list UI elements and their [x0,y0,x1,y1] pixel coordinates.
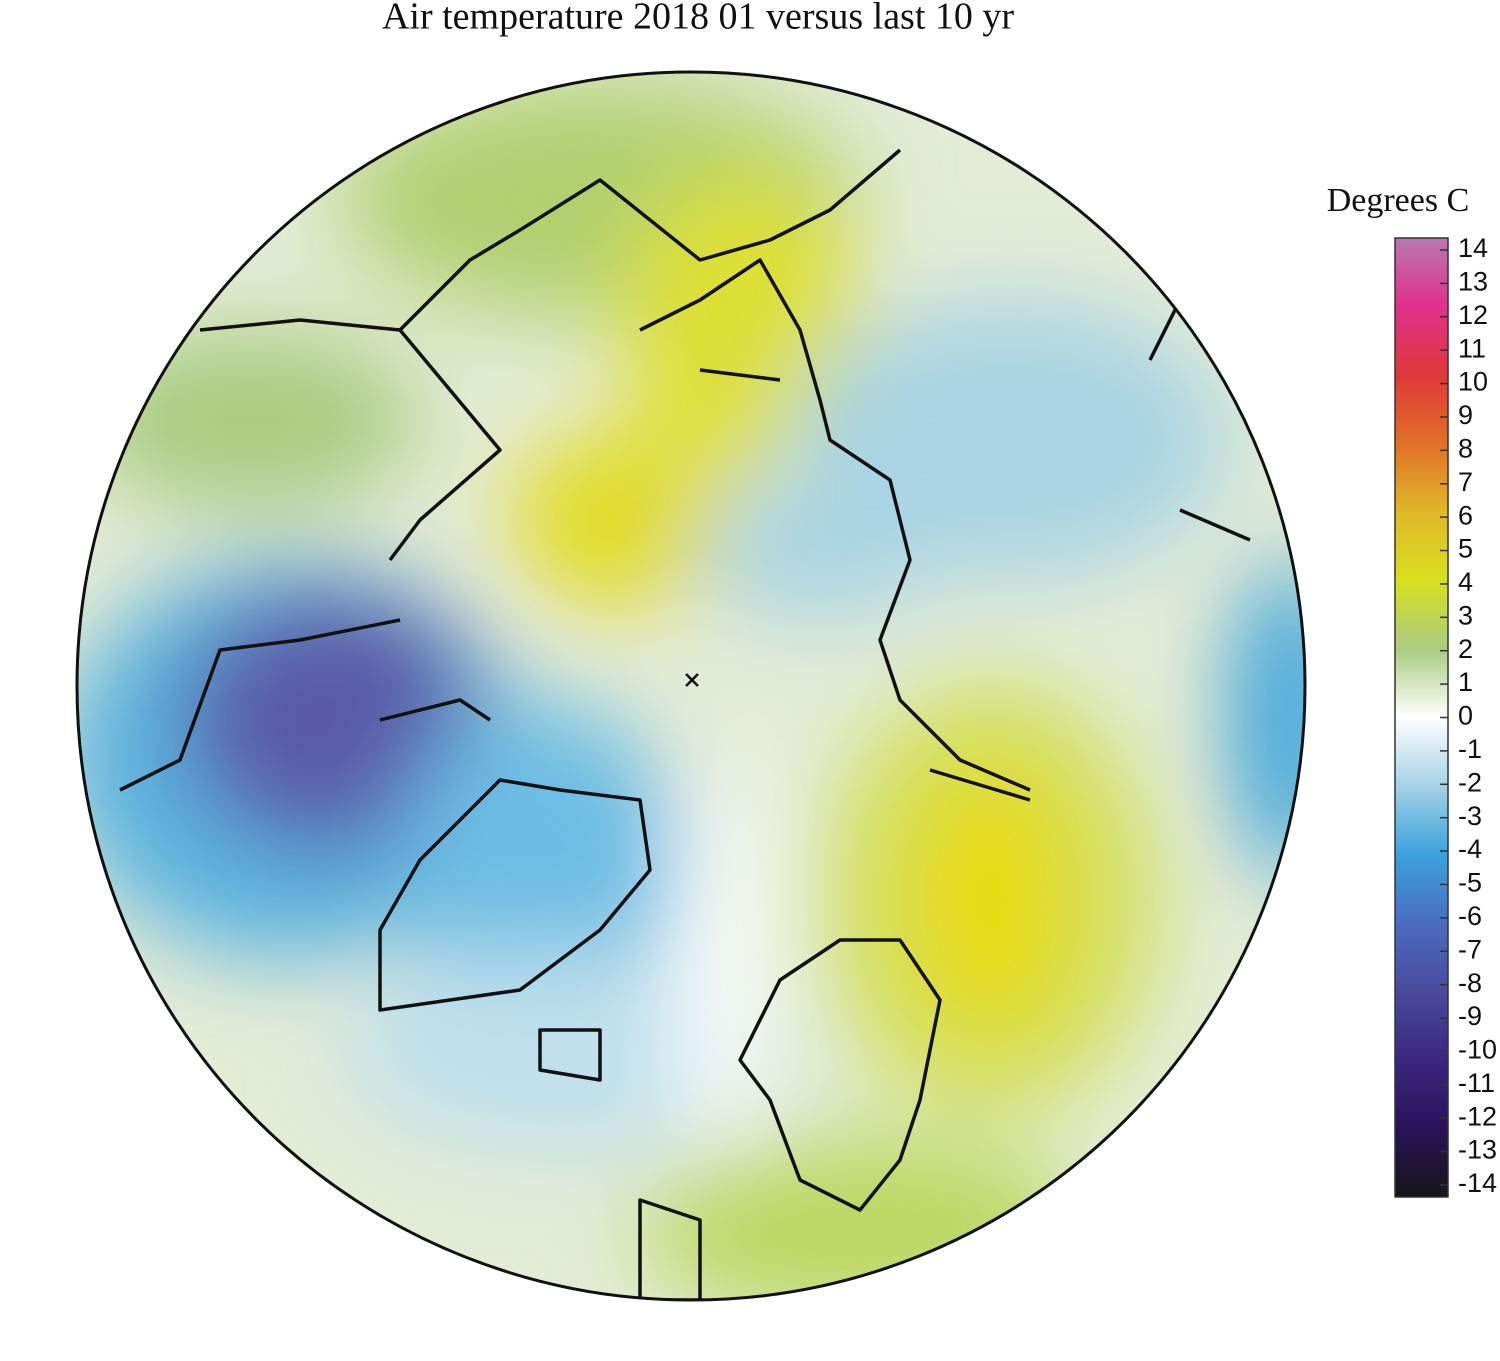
colorbar-tick-label: -14 [1458,1168,1497,1198]
temperature-map [77,72,1305,1300]
colorbar-tick-label: 11 [1458,333,1486,363]
colorbar-tick-label: -8 [1458,968,1482,998]
map-title: Air temperature 2018 01 versus last 10 y… [382,0,1014,38]
colorbar-tick-label: 12 [1458,300,1488,330]
colorbar-tick-label: -11 [1458,1068,1495,1098]
colorbar-tick-label: -2 [1458,767,1482,797]
colorbar-tick-label: -3 [1458,801,1482,831]
colorbar-tick-label: -10 [1458,1035,1497,1065]
colorbar-label: Degrees C [1327,182,1470,219]
colorbar-tick-label: 2 [1458,634,1473,664]
map-border [75,70,1307,1302]
colorbar-tick-label: 0 [1458,701,1473,731]
colorbar-tick-label: 7 [1458,467,1473,497]
colorbar-tick-label: 5 [1458,534,1473,564]
colorbar-tick-label: 14 [1458,233,1488,263]
colorbar-tick-label: 8 [1458,433,1473,463]
colorbar-tick-label: 9 [1458,400,1473,430]
colorbar-tick-label: 3 [1458,600,1473,630]
colorbar-tick-label: 13 [1458,267,1488,297]
colorbar-tick-label: -9 [1458,1001,1482,1031]
colorbar-tick-label: -13 [1458,1135,1497,1165]
colorbar-tick-label: -5 [1458,868,1482,898]
colorbar-tick-label: -4 [1458,834,1482,864]
colorbar-tick-label: -1 [1458,734,1482,764]
colorbar-tick-label: 1 [1458,667,1473,697]
colorbar-tick-label: 4 [1458,567,1473,597]
colorbar-tick-label: -7 [1458,934,1482,964]
colorbar-tick-label: 6 [1458,500,1473,530]
colorbar-tick-label: 10 [1458,367,1488,397]
colorbar-tick-label: -12 [1458,1101,1497,1131]
colorbar-tick-label: -6 [1458,901,1482,931]
